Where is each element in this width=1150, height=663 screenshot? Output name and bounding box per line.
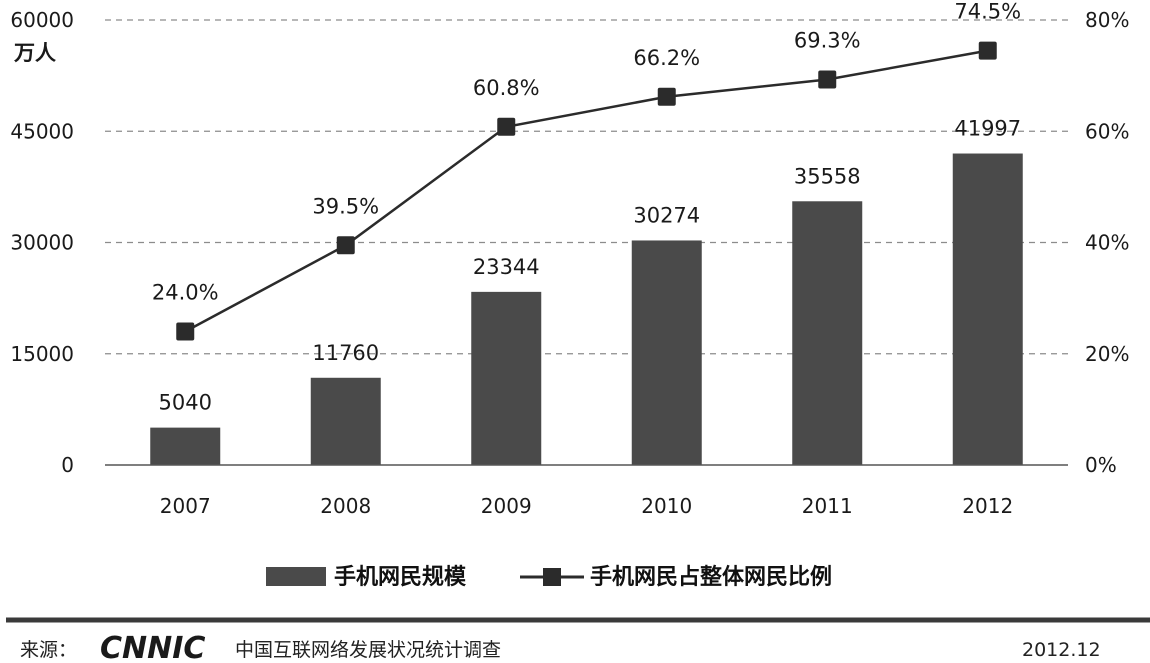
- bar: [150, 427, 221, 465]
- right-tick-label: 20%: [1085, 342, 1129, 366]
- gridlines: [105, 19, 1068, 355]
- bar: [310, 377, 381, 465]
- legend-bar-label: 手机网民规模: [334, 565, 467, 590]
- bar-value-label: 11760: [312, 341, 379, 365]
- ratio-marker: [818, 70, 837, 89]
- bar-value-label: 41997: [954, 117, 1021, 141]
- legend: 手机网民规模 手机网民占整体网民比例: [266, 564, 832, 590]
- left-tick-label: 15000: [10, 342, 74, 366]
- legend-line-marker: [543, 568, 561, 586]
- data-labels: 5040 11760 23344 30274 35558 41997 24.0% 39.5% 6…: [152, 0, 1021, 415]
- ratio-marker: [176, 322, 195, 341]
- bar-value-label: 23344: [473, 255, 540, 279]
- bar: [631, 240, 702, 465]
- x-tick-label: 2010: [641, 494, 692, 518]
- left-tick-label: 60000: [10, 8, 74, 32]
- right-tick-label: 60%: [1085, 119, 1129, 143]
- ratio-polyline: [184, 49, 988, 333]
- left-tick-label: 45000: [10, 119, 74, 143]
- left-tick-label: 0: [61, 453, 74, 477]
- ratio-marker: [497, 117, 516, 136]
- ratio-value-label: 69.3%: [794, 29, 861, 53]
- left-tick-label: 30000: [10, 231, 74, 255]
- ratio-value-label: 60.8%: [473, 76, 540, 100]
- legend-line-label: 手机网民占整体网民比例: [590, 564, 832, 590]
- ratio-marker: [336, 236, 355, 255]
- right-tick-label: 80%: [1085, 8, 1129, 32]
- ratio-marker: [978, 41, 997, 60]
- ratio-value-label: 39.5%: [312, 194, 379, 218]
- bar-value-label: 35558: [794, 164, 861, 188]
- source-label: 来源：: [20, 639, 77, 661]
- right-tick-label: 0%: [1085, 453, 1117, 477]
- axes: 0 0% 15000 20% 30000 40% 45000 60% 60000 80% 2007 2…: [10, 8, 1129, 518]
- bar: [792, 201, 863, 465]
- ratio-line: [176, 41, 997, 341]
- cnnic-logo: CNNIC: [100, 631, 205, 663]
- ratio-marker: [657, 87, 676, 106]
- left-axis-unit: 万人: [13, 41, 56, 65]
- legend-bar-swatch: [266, 567, 326, 586]
- x-tick-label: 2007: [160, 494, 211, 518]
- right-tick-label: 40%: [1085, 231, 1129, 255]
- bars: [150, 153, 1023, 465]
- org-name: 中国互联网络发展状况统计调查: [235, 639, 501, 661]
- footer-date: 2012.12: [1022, 639, 1101, 661]
- ratio-value-label: 66.2%: [633, 46, 700, 70]
- x-tick-label: 2008: [320, 494, 371, 518]
- x-tick-label: 2009: [481, 494, 532, 518]
- bar-value-label: 5040: [159, 391, 212, 415]
- bar-value-label: 30274: [633, 203, 700, 227]
- x-tick-label: 2012: [962, 494, 1013, 518]
- ratio-value-label: 74.5%: [954, 0, 1021, 24]
- ratio-value-label: 24.0%: [152, 281, 219, 305]
- bar: [952, 153, 1023, 465]
- x-tick-label: 2011: [802, 494, 853, 518]
- bar: [471, 291, 542, 465]
